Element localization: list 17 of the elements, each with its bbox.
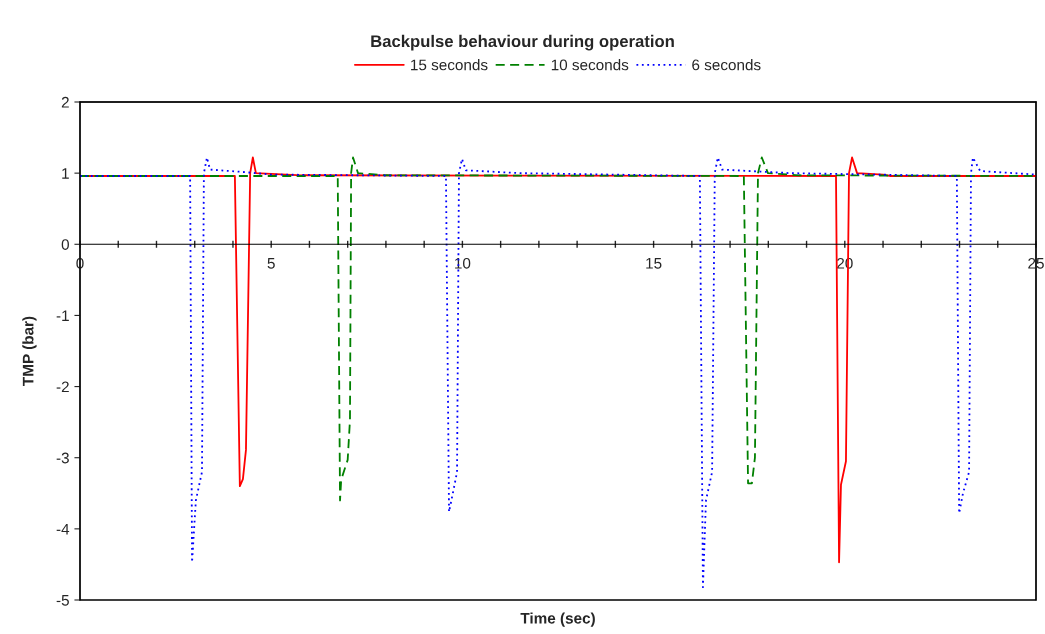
- y-tick-label: 1: [62, 168, 69, 179]
- y-tick-label: -1: [56, 310, 69, 321]
- y-tick-label: -5: [56, 595, 69, 606]
- y-tick-label: 0: [61, 239, 69, 250]
- x-tick-label: 15: [646, 258, 662, 269]
- x-tick-label: 10: [455, 257, 471, 269]
- x-axis-title: Time (sec): [520, 612, 595, 627]
- legend-label: 10 seconds: [551, 59, 629, 71]
- y-tick-label: 2: [61, 96, 69, 108]
- y-tick-label: -3: [56, 452, 69, 464]
- legend-label: 6 seconds: [692, 59, 761, 71]
- y-tick-label: -2: [56, 381, 69, 393]
- legend-label: 15 seconds: [411, 59, 488, 71]
- chart-title: Backpulse behaviour during operation: [371, 34, 674, 51]
- y-axis-title: TMP (bar): [22, 316, 37, 386]
- y-tick-label: -4: [56, 523, 70, 535]
- x-tick-label: 5: [267, 258, 275, 269]
